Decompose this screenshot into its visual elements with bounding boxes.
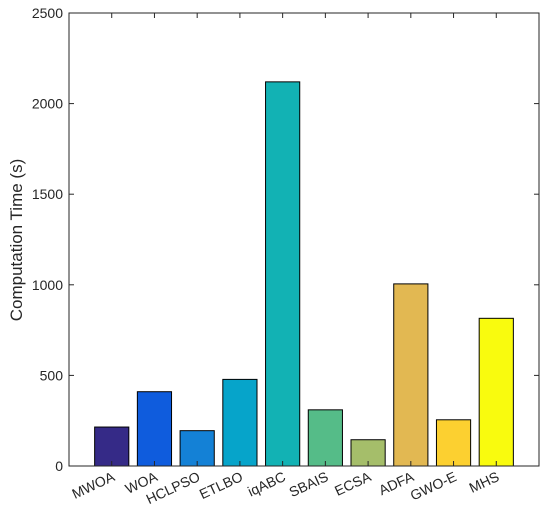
bar-mhs [478,317,514,467]
x-tick-label: ETLBO [197,468,245,502]
y-tick-label: 500 [40,367,64,383]
bar-adfa [393,283,429,467]
bar-etlbo [222,378,258,467]
x-tick-label: MHS [467,468,502,496]
bar-mwoa [94,426,130,467]
x-tick-label: ECSA [332,468,374,499]
bar-hclpso [179,430,215,467]
y-tick-label: 2500 [32,5,63,21]
x-tick-label: iqABC [245,468,288,499]
y-tick-label: 2000 [32,96,63,112]
bars-layer [94,81,514,467]
x-tick-label: SBAIS [286,468,330,500]
bar-iqabc [265,81,301,467]
y-tick-label: 1000 [32,277,63,293]
x-tick-label: MWOA [69,468,117,502]
y-tick-label: 1500 [32,186,63,202]
bar-gwo-e [435,419,472,467]
y-axis-label: Computation Time (s) [7,159,26,322]
bar-woa [136,391,173,467]
bar-sbais [307,409,343,467]
y-tick-label: 0 [55,458,63,474]
x-tick-label: GWO-E [408,468,459,503]
axes-box [68,12,540,467]
